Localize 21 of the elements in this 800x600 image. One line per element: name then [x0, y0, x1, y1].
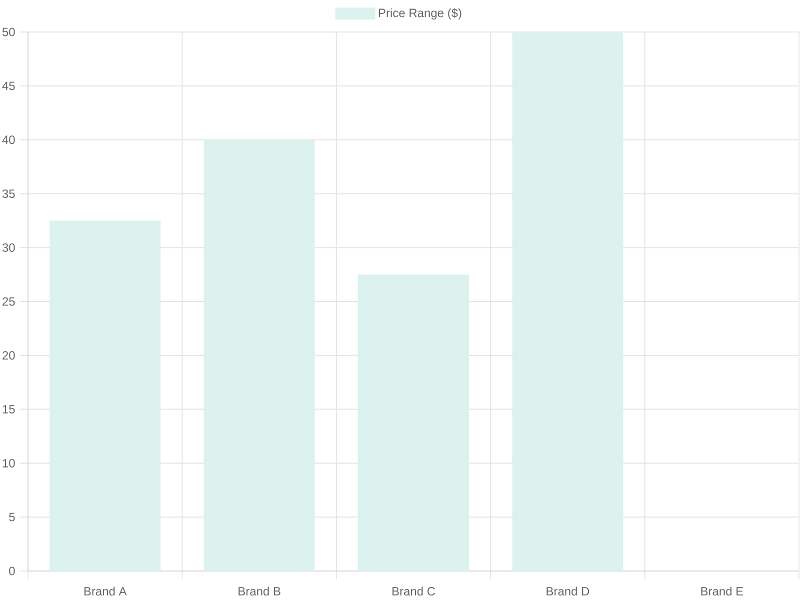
x-tick-label: Brand B — [238, 586, 280, 596]
y-tick-label: 45 — [2, 82, 15, 90]
y-tick-label: 10 — [2, 458, 15, 468]
x-tick-label: Brand D — [546, 586, 590, 596]
y-tick-label: 0 — [9, 566, 15, 576]
x-tick-label: Brand A — [84, 586, 127, 596]
y-tick-label: 5 — [9, 512, 15, 522]
y-tick-label: 25 — [2, 297, 15, 306]
bar — [512, 32, 624, 571]
x-tick-label: Brand E — [701, 586, 744, 596]
y-tick-label: 50 — [2, 28, 15, 36]
y-tick-label: 35 — [2, 189, 15, 198]
y-tick-label: 15 — [2, 405, 15, 414]
y-tick-label: 20 — [2, 351, 15, 360]
bar — [204, 140, 315, 571]
bar — [50, 220, 161, 571]
y-tick-label: 30 — [2, 243, 15, 252]
legend-label: Price Range ($) — [378, 8, 462, 20]
y-tick-label: 40 — [2, 136, 15, 144]
x-tick-label: Brand C — [392, 586, 436, 596]
bar — [358, 274, 470, 571]
